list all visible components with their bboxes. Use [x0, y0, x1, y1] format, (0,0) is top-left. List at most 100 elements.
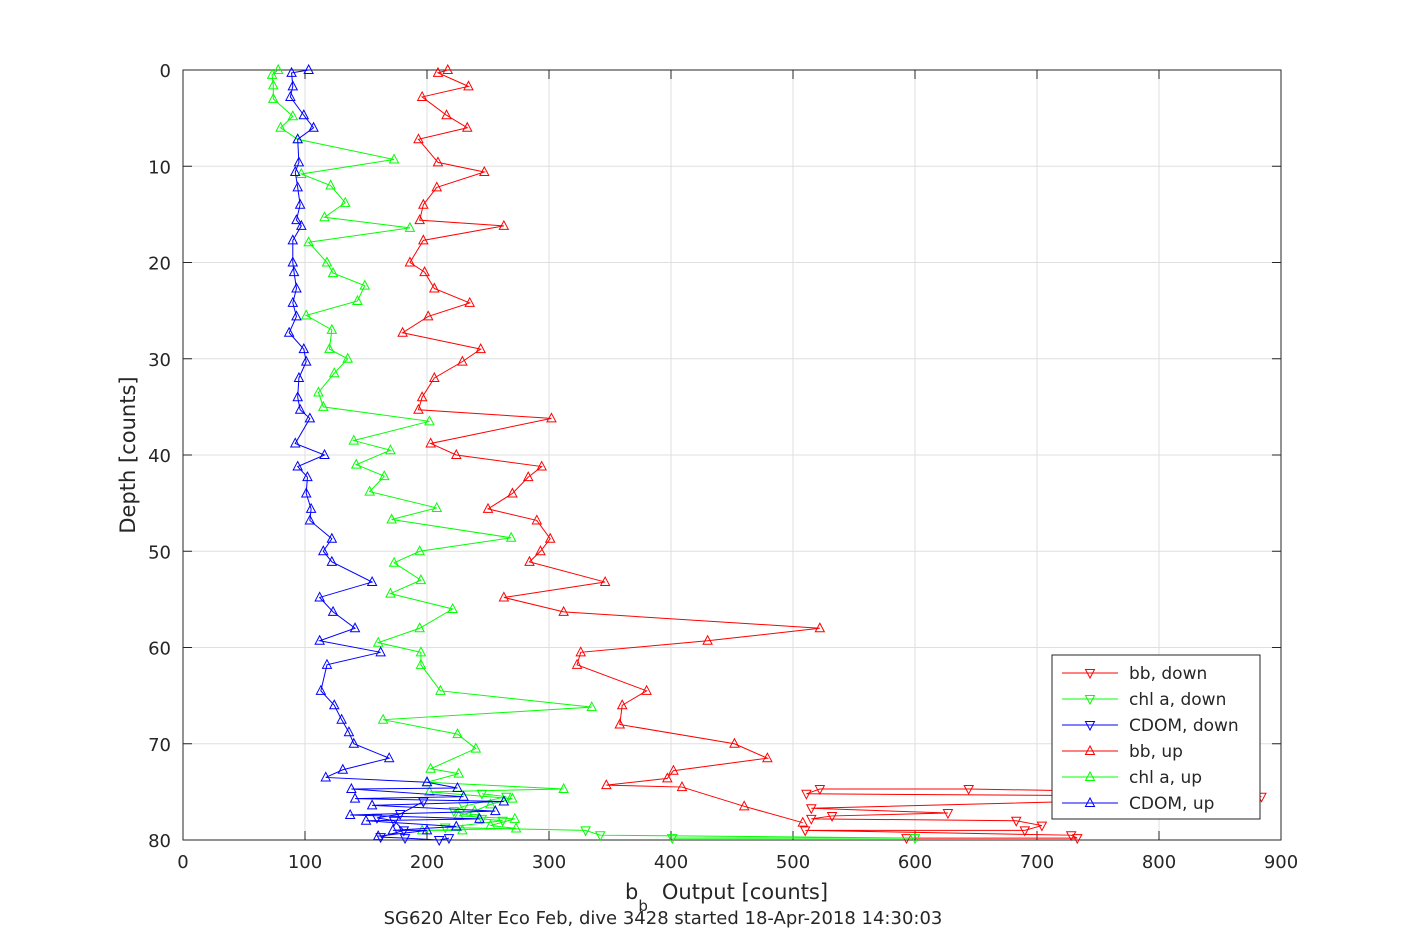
data-point — [404, 256, 416, 267]
data-point — [325, 179, 336, 190]
data-point — [801, 789, 812, 800]
data-point — [447, 602, 458, 613]
data-point — [797, 816, 809, 827]
data-point — [424, 415, 435, 426]
data-point — [458, 790, 469, 801]
data-point — [531, 514, 543, 525]
data-point — [443, 834, 455, 845]
data-point — [344, 808, 356, 819]
data-point — [441, 109, 452, 120]
data-point — [498, 795, 510, 806]
data-point — [762, 752, 773, 763]
series-line — [445, 793, 916, 839]
data-point — [1071, 834, 1083, 845]
y-tick-label: 30 — [148, 350, 171, 371]
data-point — [571, 658, 583, 669]
data-point — [294, 198, 306, 209]
data-point — [414, 622, 426, 633]
data-point — [302, 471, 313, 482]
data-point — [308, 121, 319, 132]
data-point — [474, 812, 485, 823]
data-point — [558, 782, 569, 793]
data-point — [546, 412, 557, 423]
data-point — [272, 63, 284, 74]
data-point — [431, 181, 443, 192]
legend-box — [1051, 654, 1261, 820]
data-point — [394, 810, 406, 821]
data-point — [814, 784, 826, 796]
data-point — [292, 460, 304, 471]
data-point — [435, 684, 446, 695]
data-point — [580, 826, 591, 837]
data-point — [616, 699, 628, 710]
data-point — [419, 266, 430, 277]
data-point — [303, 63, 314, 74]
series-bb-up — [397, 63, 826, 827]
data-point — [507, 487, 518, 498]
x-tick-label: 0 — [177, 852, 188, 873]
data-point — [372, 636, 384, 647]
data-point — [326, 532, 338, 543]
data-point — [425, 437, 436, 448]
legend-label: bb, up — [1129, 742, 1183, 762]
data-point — [288, 266, 300, 277]
data-point — [413, 133, 424, 144]
data-point — [507, 792, 518, 803]
data-point — [476, 814, 488, 825]
data-point — [336, 713, 347, 724]
data-point — [428, 371, 440, 382]
data-point — [287, 110, 299, 121]
legend: bb, down chl a, down CDOM, down bb, up chl a… — [1051, 654, 1261, 820]
data-point — [415, 646, 427, 657]
data-point — [291, 282, 302, 293]
data-point — [327, 267, 339, 278]
data-point — [293, 156, 305, 167]
legend-marker — [1084, 796, 1096, 807]
data-point — [289, 165, 301, 177]
data-point — [298, 109, 310, 120]
data-point — [328, 699, 340, 710]
data-point — [433, 836, 445, 847]
data-point — [601, 779, 612, 790]
data-point — [415, 574, 427, 585]
data-point — [349, 792, 361, 803]
data-point — [702, 634, 713, 645]
x-axis-label: bb Output [counts] — [625, 880, 828, 915]
legend-item-cdom-down: CDOM, down — [1062, 716, 1239, 736]
data-point — [826, 811, 838, 823]
data-point — [291, 310, 302, 321]
series-layer — [266, 63, 1267, 847]
data-point — [348, 737, 360, 748]
y-axis-label: Depth [counts] — [116, 376, 140, 533]
data-point — [432, 156, 444, 167]
data-point — [300, 487, 312, 498]
data-point — [360, 814, 372, 825]
legend-item-chl-a-down: chl a, down — [1062, 690, 1226, 710]
data-point — [425, 762, 436, 773]
data-point — [298, 343, 310, 354]
data-point — [366, 799, 378, 810]
data-point — [662, 772, 673, 783]
x-tick-label: 500 — [776, 852, 810, 873]
data-point — [431, 501, 443, 512]
data-point — [349, 622, 361, 633]
series-cdom-up — [283, 63, 510, 841]
data-point — [383, 752, 395, 763]
data-point — [432, 66, 444, 77]
data-point — [535, 545, 546, 556]
x-axis-label-rest: Output [counts] — [662, 880, 828, 904]
data-point — [942, 809, 954, 820]
x-tick-label: 400 — [654, 852, 688, 873]
x-axis-label-subscript: b — [638, 897, 648, 915]
data-point — [314, 591, 325, 602]
x-axis-label-main: b — [625, 880, 638, 904]
data-point — [614, 718, 626, 729]
legend-label: bb, down — [1129, 664, 1207, 684]
data-point — [485, 819, 496, 830]
legend-label: CDOM, down — [1129, 716, 1239, 736]
data-point — [799, 826, 811, 837]
data-point — [450, 820, 462, 831]
data-point — [428, 282, 440, 293]
data-point — [292, 181, 304, 192]
x-tick-label: 800 — [1142, 852, 1176, 873]
